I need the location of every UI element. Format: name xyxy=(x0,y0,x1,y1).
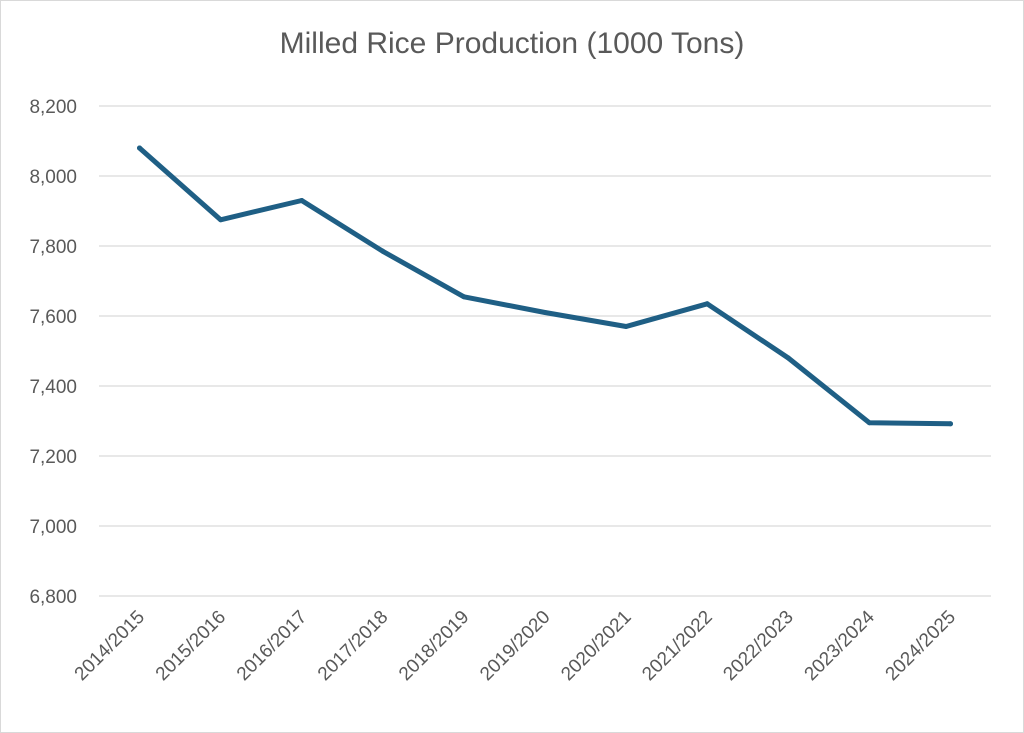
data-point xyxy=(704,301,710,307)
y-tick-label: 7,200 xyxy=(29,447,77,468)
y-tick-label: 7,800 xyxy=(29,237,77,258)
x-tick-label: 2019/2020 xyxy=(476,607,554,685)
x-tick-label: 2020/2021 xyxy=(557,607,635,685)
y-tick-label: 7,600 xyxy=(29,307,77,328)
y-tick-label: 6,800 xyxy=(29,587,77,608)
x-tick-label: 2016/2017 xyxy=(233,607,311,685)
data-point xyxy=(542,310,548,315)
x-tick-label: 2018/2019 xyxy=(395,607,473,685)
y-tick-label: 7,400 xyxy=(29,377,77,398)
data-point xyxy=(461,294,467,300)
chart-title: Milled Rice Production (1000 Tons) xyxy=(279,27,745,60)
data-point xyxy=(218,217,224,223)
data-point xyxy=(785,355,791,361)
y-tick-label: 8,000 xyxy=(29,167,77,188)
x-tick-label: 2024/2025 xyxy=(882,607,960,685)
y-tick-label: 7,000 xyxy=(29,517,77,538)
x-tick-label: 2014/2015 xyxy=(71,607,149,685)
data-point xyxy=(866,420,872,426)
series-line xyxy=(137,145,953,427)
data-point xyxy=(299,198,305,203)
data-point xyxy=(137,145,143,151)
data-point xyxy=(380,248,386,254)
x-tick-label: 2015/2016 xyxy=(152,607,230,685)
data-point xyxy=(623,324,629,329)
x-tick-label: 2017/2018 xyxy=(314,607,392,685)
x-tick-label: 2022/2023 xyxy=(719,607,797,685)
x-tick-label: 2021/2022 xyxy=(638,607,716,685)
data-point xyxy=(947,421,953,427)
y-tick-label: 8,200 xyxy=(29,97,77,118)
x-tick-label: 2023/2024 xyxy=(801,606,880,685)
